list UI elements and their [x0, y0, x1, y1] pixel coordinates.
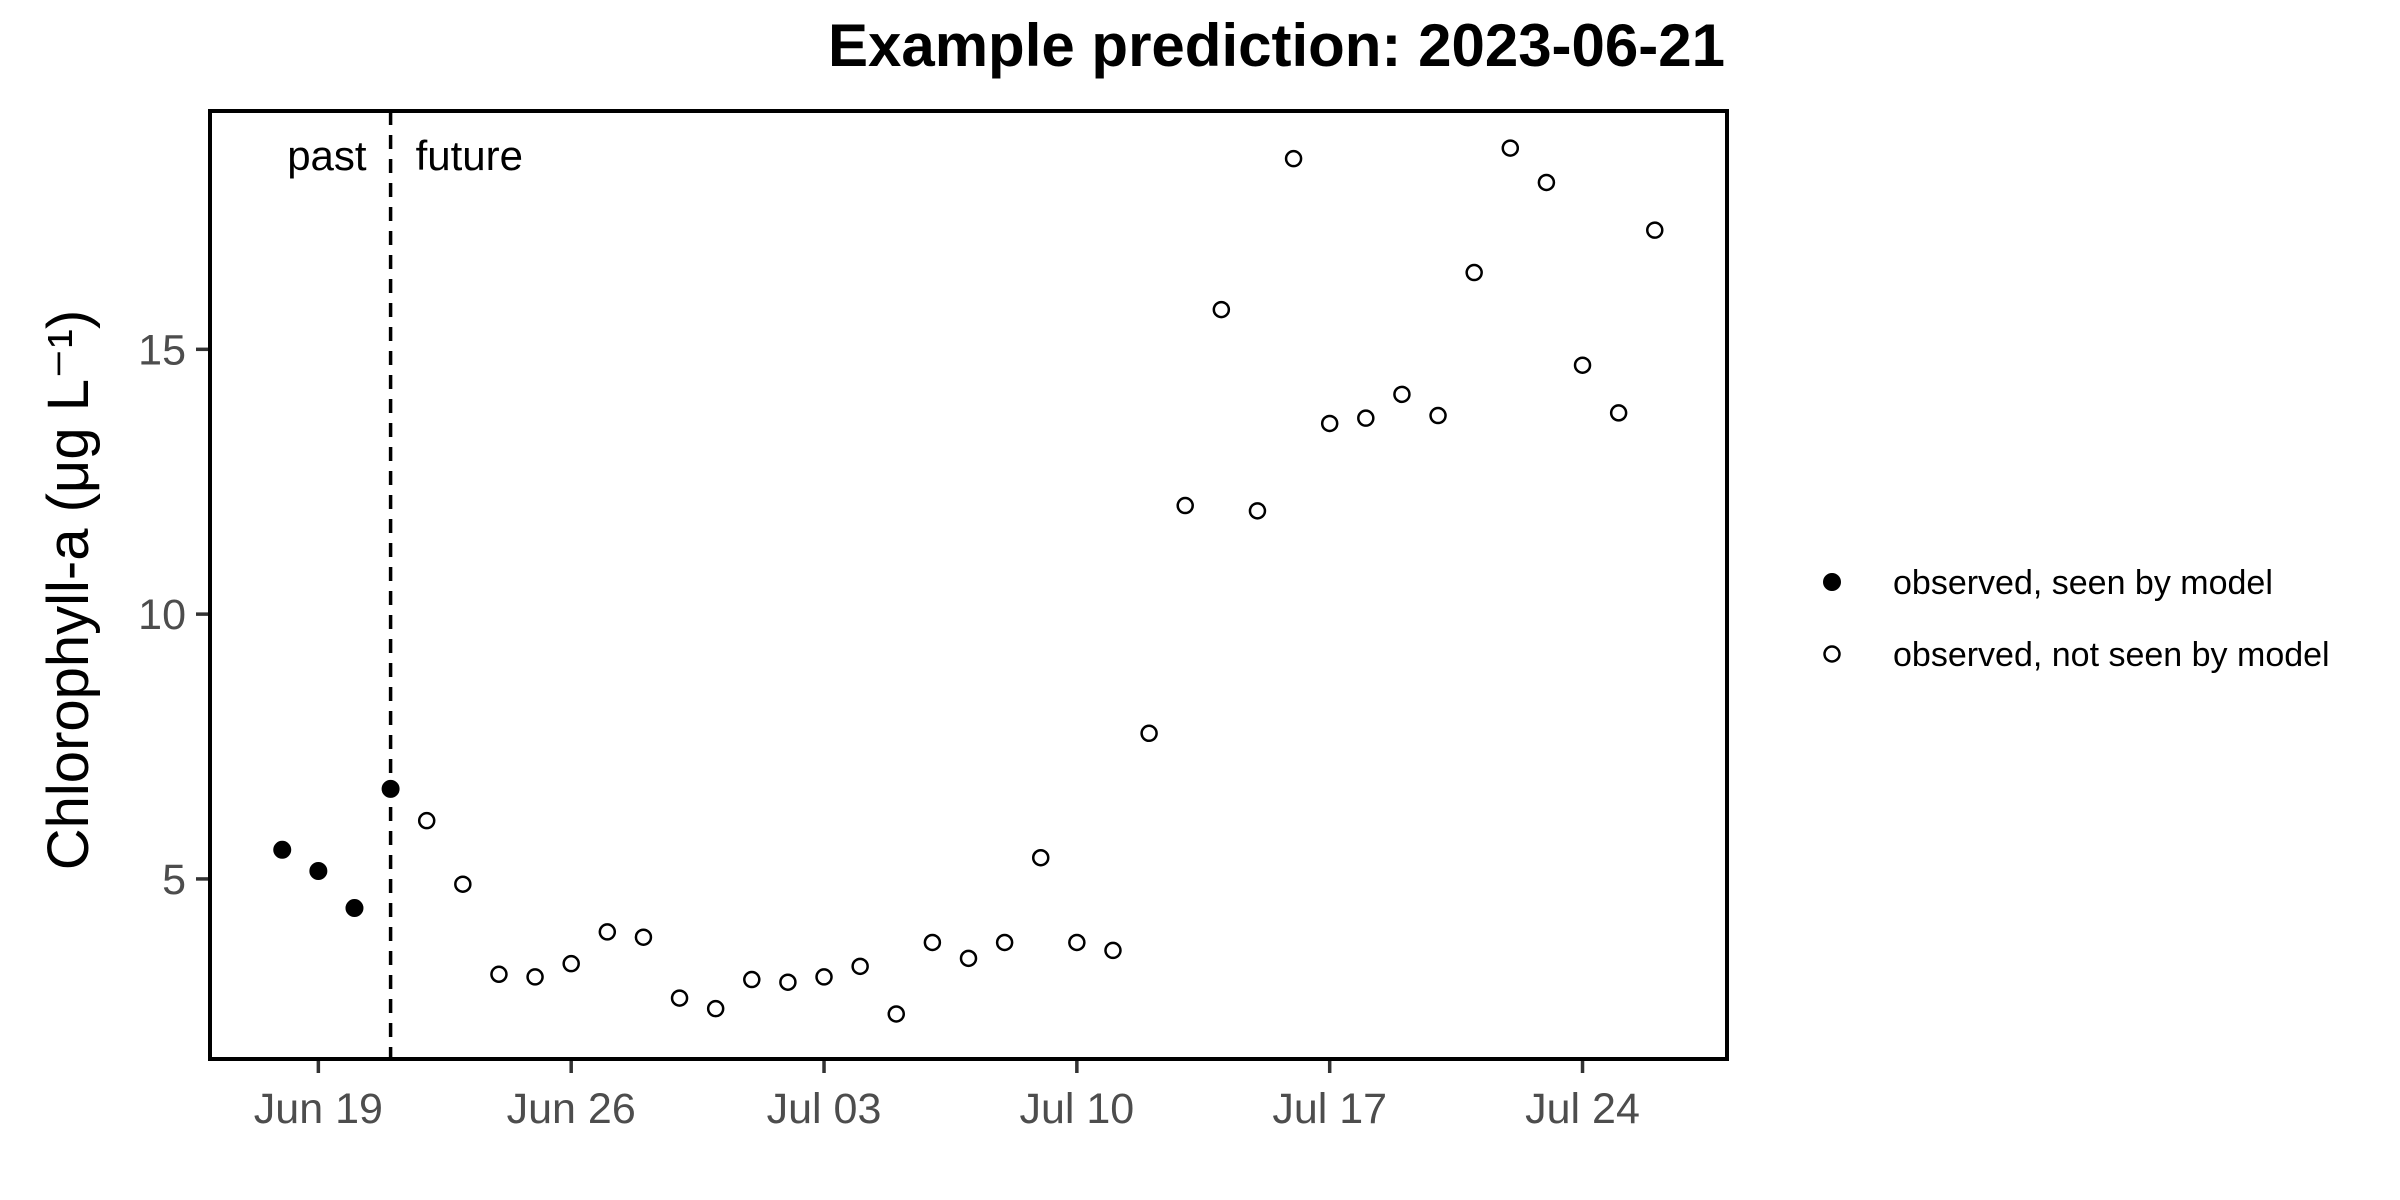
data-points [273, 139, 1664, 1023]
plot-panel [208, 109, 1729, 1061]
point-not-seen-by-model [1320, 414, 1339, 433]
point-not-seen-by-model [1573, 356, 1592, 374]
point-not-seen-by-model [1284, 149, 1303, 168]
point-not-seen-by-model [670, 989, 689, 1007]
point-not-seen-by-model [454, 875, 472, 893]
point-not-seen-by-model [1393, 385, 1411, 404]
point-not-seen-by-model [1068, 933, 1086, 952]
point-not-seen-by-model [706, 999, 725, 1018]
point-seen-by-model [309, 861, 328, 880]
point-not-seen-by-model [562, 954, 580, 973]
past-label: past [287, 132, 367, 179]
point-not-seen-by-model [743, 970, 761, 989]
chart-title: Example prediction: 2023-06-21 [828, 12, 1725, 79]
x-tick-label: Jul 24 [1525, 1085, 1640, 1133]
point-not-seen-by-model [417, 811, 436, 830]
point-not-seen-by-model [779, 973, 797, 991]
legend-label: observed, not seen by model [1893, 636, 2330, 674]
y-axis-label: Chlorophyll-a (μg L⁻¹) [36, 310, 101, 870]
point-not-seen-by-model [1609, 404, 1628, 422]
y-tick-label: 10 [138, 591, 186, 639]
point-not-seen-by-model [1465, 263, 1483, 282]
point-not-seen-by-model [1176, 496, 1194, 515]
x-tick-label: Jul 17 [1272, 1085, 1387, 1133]
point-not-seen-by-model [959, 949, 978, 968]
reference-line-group: past future [287, 111, 523, 1059]
point-not-seen-by-model [1357, 409, 1375, 427]
legend-key [1823, 645, 1841, 663]
point-not-seen-by-model [1501, 139, 1520, 157]
future-label: future [416, 132, 523, 179]
point-not-seen-by-model [490, 965, 508, 984]
point-not-seen-by-model [1537, 173, 1556, 192]
point-not-seen-by-model [1429, 406, 1447, 425]
point-not-seen-by-model [526, 968, 544, 986]
point-not-seen-by-model [815, 968, 833, 986]
y-tick-label: 5 [162, 856, 186, 904]
point-not-seen-by-model [1646, 221, 1664, 239]
point-seen-by-model [381, 779, 400, 798]
point-not-seen-by-model [598, 923, 617, 941]
point-not-seen-by-model [887, 1005, 906, 1023]
point-not-seen-by-model [634, 928, 653, 946]
x-tick-label: Jun 26 [507, 1085, 636, 1133]
point-not-seen-by-model [851, 957, 869, 976]
point-not-seen-by-model [1140, 724, 1158, 743]
point-not-seen-by-model [1212, 300, 1231, 319]
legend: observed, seen by model observed, not see… [1823, 564, 2330, 674]
legend-key [1823, 573, 1841, 591]
x-tick-label: Jul 10 [1019, 1085, 1134, 1133]
x-tick-label: Jun 19 [254, 1085, 383, 1133]
legend-label: observed, seen by model [1893, 564, 2273, 602]
x-axis: Jun 19 Jun 26 Jul 03 Jul 10 Jul 17 Jul 24 [254, 1059, 1640, 1133]
y-axis: 5 10 15 [138, 326, 210, 904]
point-not-seen-by-model [1031, 848, 1050, 867]
point-not-seen-by-model [1104, 941, 1122, 960]
point-not-seen-by-model [923, 933, 942, 952]
point-seen-by-model [345, 899, 364, 918]
point-not-seen-by-model [1248, 502, 1267, 520]
point-not-seen-by-model [995, 933, 1014, 952]
x-tick-label: Jul 03 [767, 1085, 882, 1133]
point-seen-by-model [273, 840, 292, 859]
y-tick-label: 15 [138, 326, 186, 374]
